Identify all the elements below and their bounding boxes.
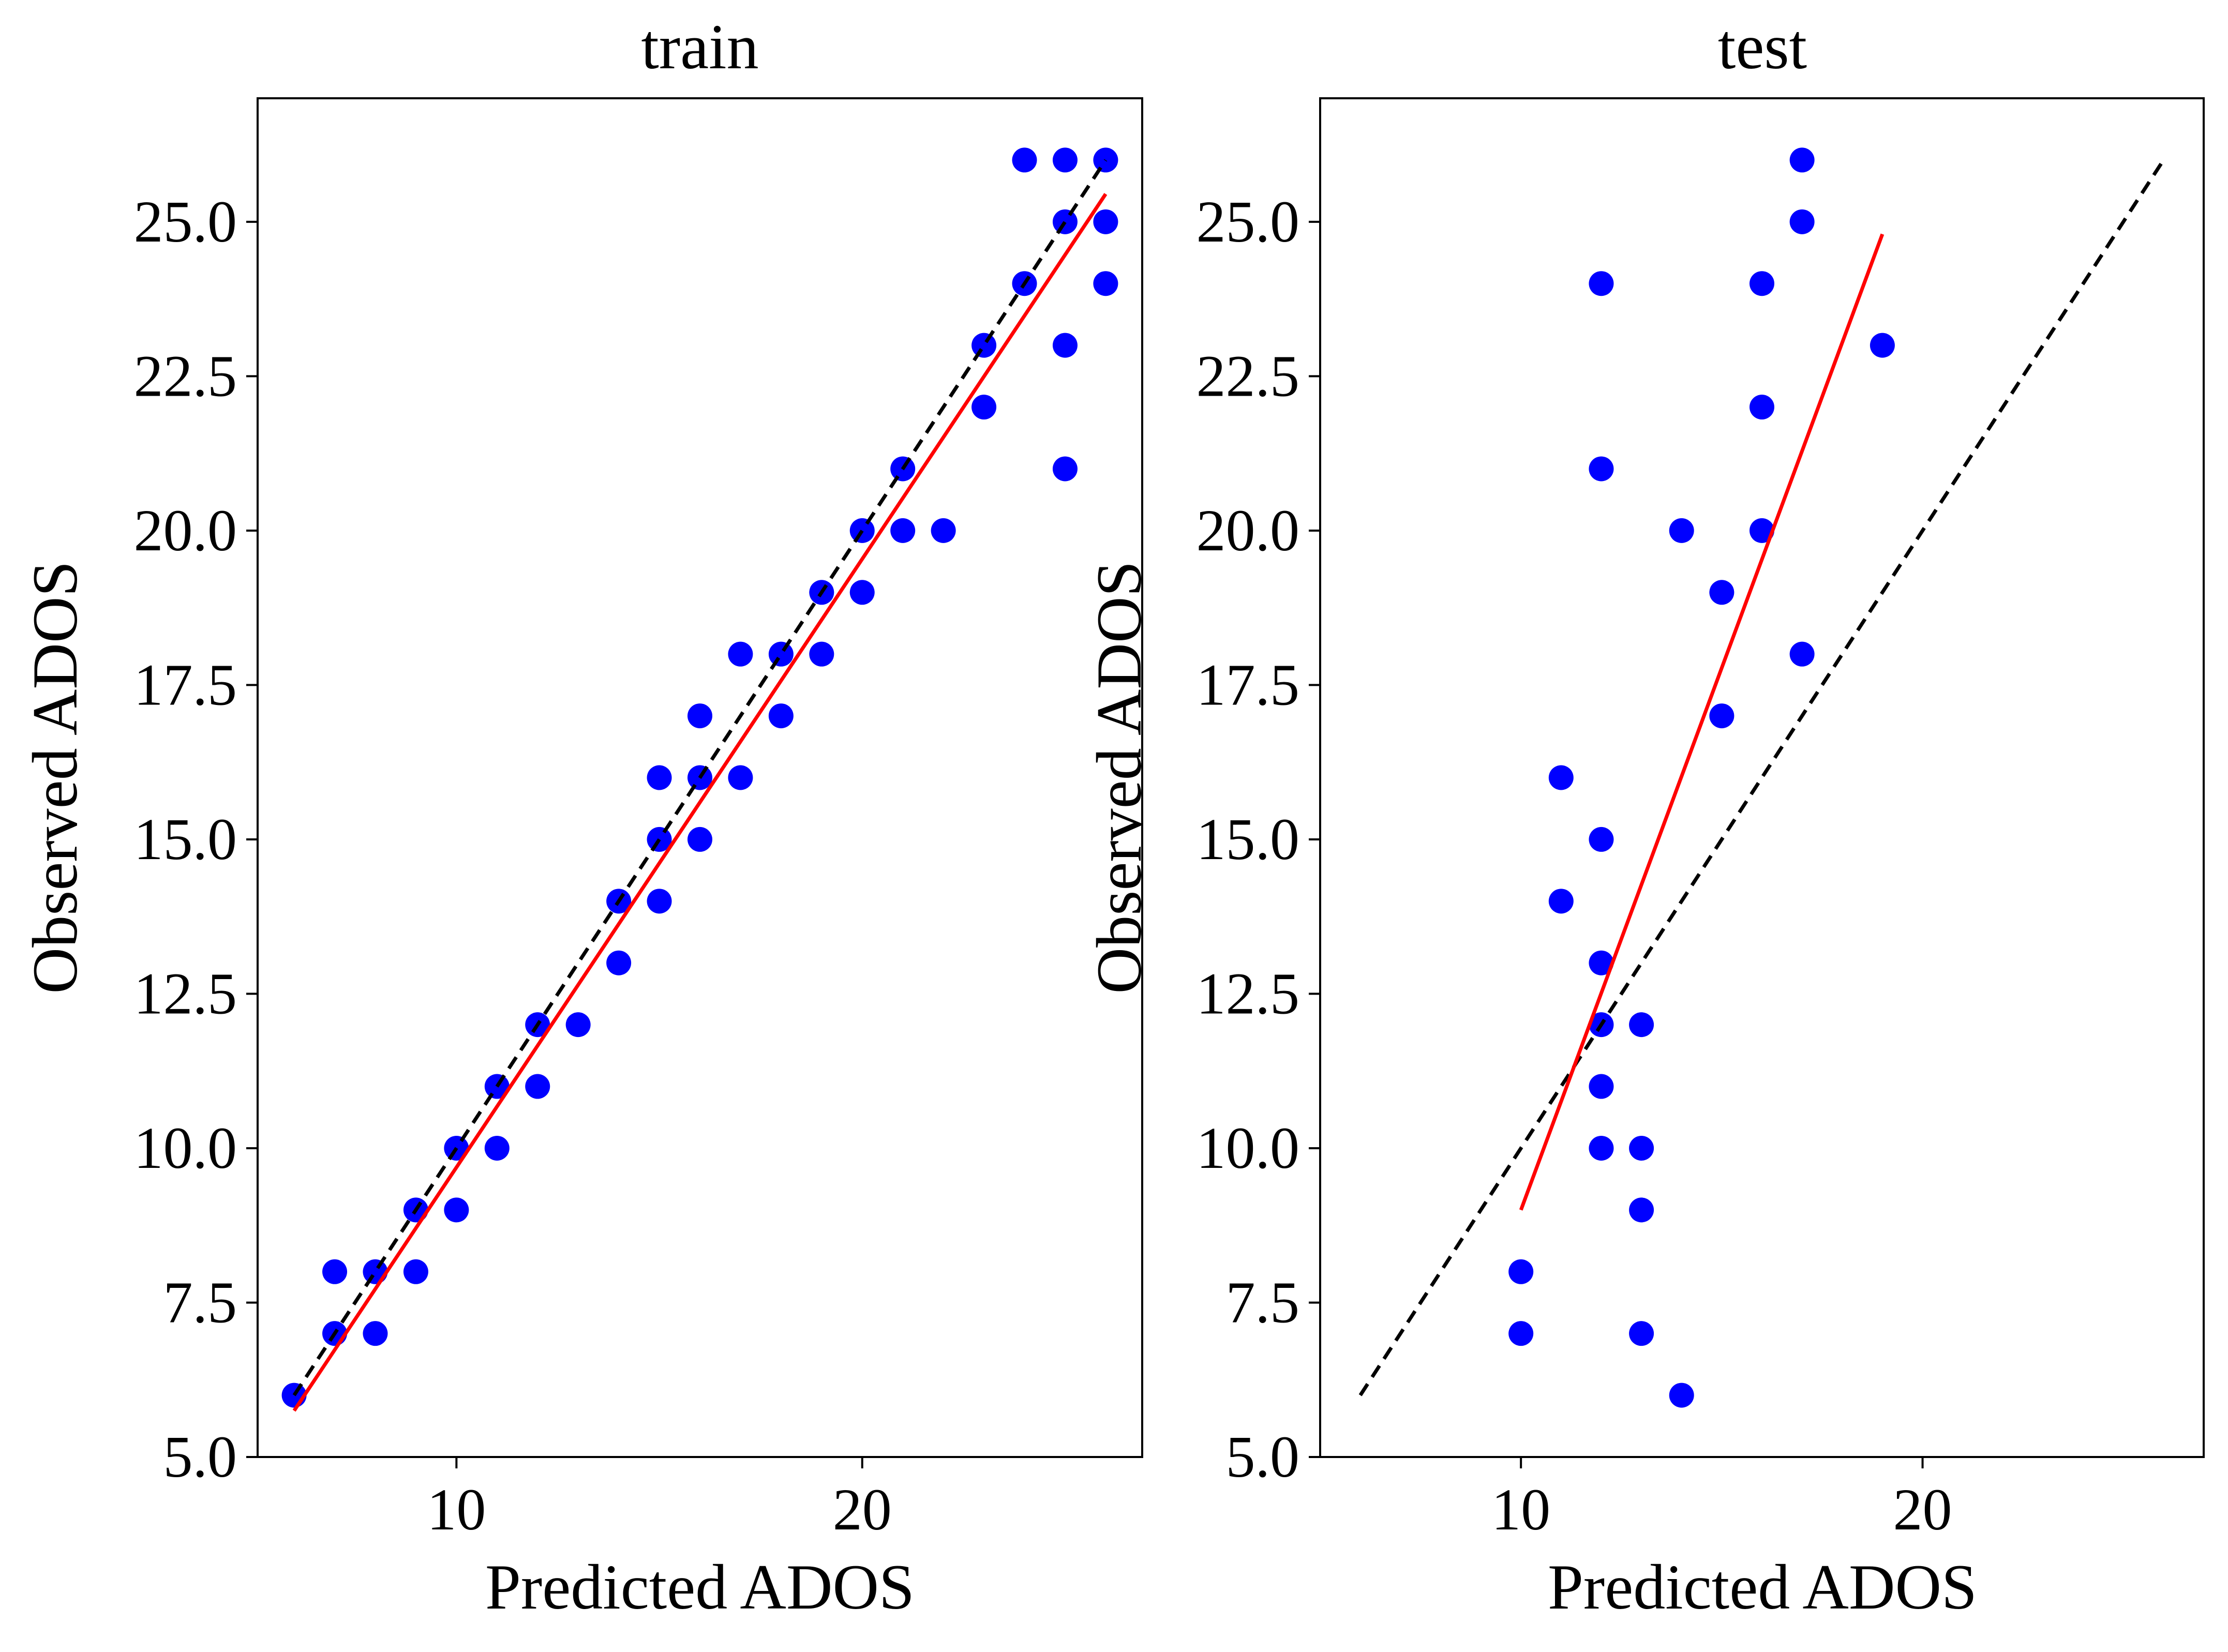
test-y-tick-label: 17.5 (1197, 652, 1300, 717)
train-data-point (1093, 271, 1118, 296)
test-identity-line (1358, 159, 2165, 1396)
test-y-tick-label: 5.0 (1226, 1424, 1300, 1490)
train-data-point (768, 641, 794, 667)
test-data-point (1589, 456, 1614, 482)
test-data-point (1669, 518, 1694, 543)
test-plot-area (1358, 147, 2165, 1408)
train-data-point (728, 765, 753, 790)
train-x-tick-label: 20 (833, 1477, 892, 1542)
train-y-tick-label: 15.0 (134, 806, 237, 872)
train-data-point (363, 1259, 388, 1284)
train-data-point (728, 641, 753, 667)
test-data-point (1508, 1259, 1534, 1284)
test-data-point (1629, 1197, 1654, 1223)
test-data-point (1749, 395, 1774, 420)
test-data-point (1589, 950, 1614, 975)
test-title: test (1718, 11, 1807, 82)
test-data-point (1669, 1383, 1694, 1408)
test-x-axis-label: Predicted ADOS (1548, 1552, 1977, 1623)
train-y-tick-label: 25.0 (134, 189, 237, 254)
train-data-point (687, 827, 712, 852)
train-data-point (1052, 209, 1078, 234)
train-identity-line (292, 159, 1108, 1396)
test-data-point (1548, 765, 1574, 790)
train-data-point (403, 1259, 428, 1284)
test-data-point (1589, 1074, 1614, 1099)
train-y-tick-label: 17.5 (134, 652, 237, 717)
test-data-point (1789, 209, 1815, 234)
test-data-point (1709, 703, 1734, 729)
train-data-point (1093, 147, 1118, 173)
test-y-tick-label: 12.5 (1197, 960, 1300, 1026)
train-data-point (1012, 147, 1037, 173)
train-data-point (1093, 209, 1118, 234)
train-data-point (484, 1135, 510, 1161)
test-fit-line (1519, 233, 1885, 1211)
test-data-point (1629, 1012, 1654, 1038)
test-x-tick-label: 10 (1491, 1477, 1550, 1542)
train-axes-frame (257, 97, 1143, 1458)
train-data-point (971, 333, 997, 358)
train-data-point (890, 518, 916, 543)
test-y-tick-label: 15.0 (1197, 806, 1300, 872)
train-panel: train 5.0 7.5 10.0 12.5 15.0 17.5 20.0 22.5 25.0… (20, 11, 1143, 1623)
train-y-tick-label: 5.0 (163, 1424, 237, 1490)
train-data-point (647, 765, 672, 790)
train-data-point (849, 518, 875, 543)
test-data-point (1870, 333, 1895, 358)
train-data-point (565, 1012, 591, 1038)
train-data-point (647, 889, 672, 914)
train-ticks: 5.0 7.5 10.0 12.5 15.0 17.5 20.0 22.5 25.0 10 20 (134, 189, 892, 1542)
train-data-point (931, 518, 956, 543)
test-data-point (1548, 889, 1574, 914)
train-x-axis-label: Predicted ADOS (485, 1552, 915, 1623)
test-data-point (1589, 827, 1614, 852)
test-y-tick-label: 7.5 (1226, 1269, 1300, 1335)
train-data-point (1052, 147, 1078, 173)
train-data-point (768, 703, 794, 729)
train-data-point (525, 1074, 550, 1099)
train-data-point (444, 1197, 469, 1223)
test-data-point (1789, 147, 1815, 173)
train-x-tick-label: 10 (427, 1477, 486, 1542)
test-data-point (1589, 1135, 1614, 1161)
train-fit-line (292, 193, 1108, 1412)
train-data-point (849, 580, 875, 605)
test-ticks: 5.0 7.5 10.0 12.5 15.0 17.5 20.0 22.5 25.0 10 20 (1197, 189, 1952, 1542)
test-data-point (1709, 580, 1734, 605)
test-panel: test 5.0 7.5 10.0 12.5 15.0 17.5 20.0 22.5 25.0 1… (1084, 11, 2205, 1623)
test-y-tick-label: 22.5 (1197, 343, 1300, 409)
train-y-tick-label: 22.5 (134, 343, 237, 409)
train-y-axis-label: Observed ADOS (20, 561, 91, 994)
train-y-tick-label: 10.0 (134, 1115, 237, 1181)
train-data-point (363, 1321, 388, 1346)
test-data-point (1589, 271, 1614, 296)
train-y-tick-label: 7.5 (163, 1269, 237, 1335)
train-y-tick-label: 20.0 (134, 498, 237, 563)
train-data-point (809, 641, 834, 667)
test-data-point (1629, 1135, 1654, 1161)
test-data-point (1629, 1321, 1654, 1346)
train-data-point (971, 395, 997, 420)
test-y-tick-label: 20.0 (1197, 498, 1300, 563)
train-data-point (322, 1259, 348, 1284)
train-title: train (641, 11, 758, 82)
test-y-tick-label: 10.0 (1197, 1115, 1300, 1181)
test-data-point (1508, 1321, 1534, 1346)
test-data-point (1789, 641, 1815, 667)
train-data-point (1052, 456, 1078, 482)
train-data-point (687, 703, 712, 729)
test-data-point (1749, 271, 1774, 296)
test-y-axis-label: Observed ADOS (1084, 561, 1155, 994)
train-data-point (1052, 333, 1078, 358)
train-y-tick-label: 12.5 (134, 960, 237, 1026)
train-data-point (606, 950, 632, 975)
test-axes-frame (1319, 97, 2205, 1458)
test-x-tick-label: 20 (1893, 1477, 1952, 1542)
train-plot-area (281, 147, 1118, 1412)
test-data-point (1749, 518, 1774, 543)
test-y-tick-label: 25.0 (1197, 189, 1300, 254)
